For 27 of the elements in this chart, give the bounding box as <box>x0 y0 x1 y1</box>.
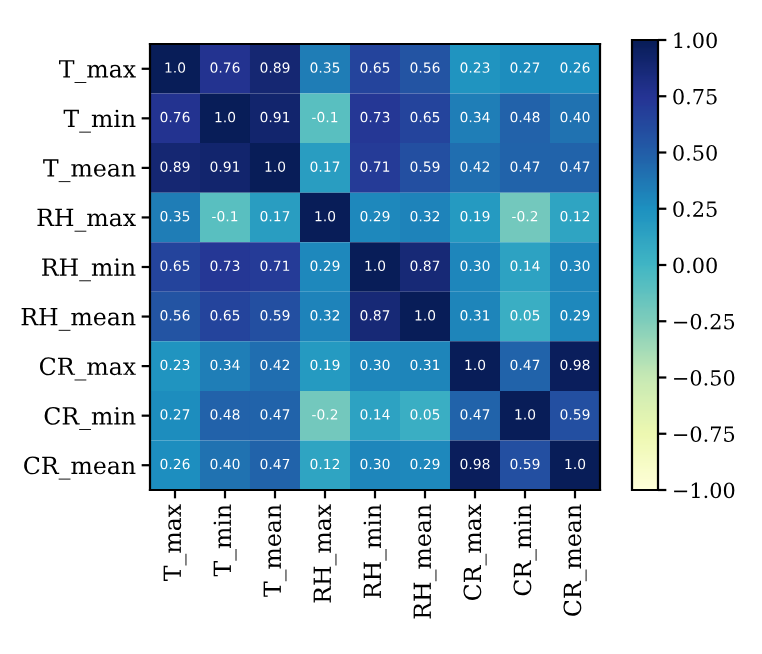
color-bar-label: −1.00 <box>674 482 735 499</box>
x-tick-label: T_mean <box>263 504 287 597</box>
y-tick-label: RH_max <box>37 208 136 232</box>
color-bar-label: 0.00 <box>673 257 717 274</box>
y-tick-label: CR_max <box>40 357 136 381</box>
x-tick-label: CR_max <box>463 504 487 600</box>
x-tick-label: RH_min <box>363 504 387 598</box>
color-bar-label: −0.25 <box>674 313 735 330</box>
x-tick-label: CR_mean <box>563 504 587 616</box>
y-tick-label: T_min <box>63 109 136 133</box>
y-tick-label: CR_min <box>44 406 136 430</box>
color-bar-label: 1.00 <box>674 32 717 49</box>
y-tick-label: RH_min <box>42 258 136 282</box>
y-tick-label: T_mean <box>43 159 136 183</box>
color-bar-label: −0.75 <box>674 426 735 442</box>
color-bar-label: 0.50 <box>673 144 717 161</box>
x-tick-label: RH_mean <box>413 504 437 619</box>
y-tick-label: CR_mean <box>24 456 136 480</box>
y-tick-label: RH_mean <box>21 307 136 331</box>
color-bar-label: 0.25 <box>673 201 717 217</box>
color-bar-label: 0.75 <box>673 88 717 105</box>
x-tick-label: T_max <box>163 504 187 581</box>
x-tick-label: RH_max <box>313 504 337 603</box>
y-tick-label: T_max <box>59 60 136 83</box>
x-tick-label: CR_min <box>513 504 537 596</box>
color-bar-label: −0.50 <box>674 369 735 386</box>
x-tick-label: T_min <box>213 504 237 577</box>
